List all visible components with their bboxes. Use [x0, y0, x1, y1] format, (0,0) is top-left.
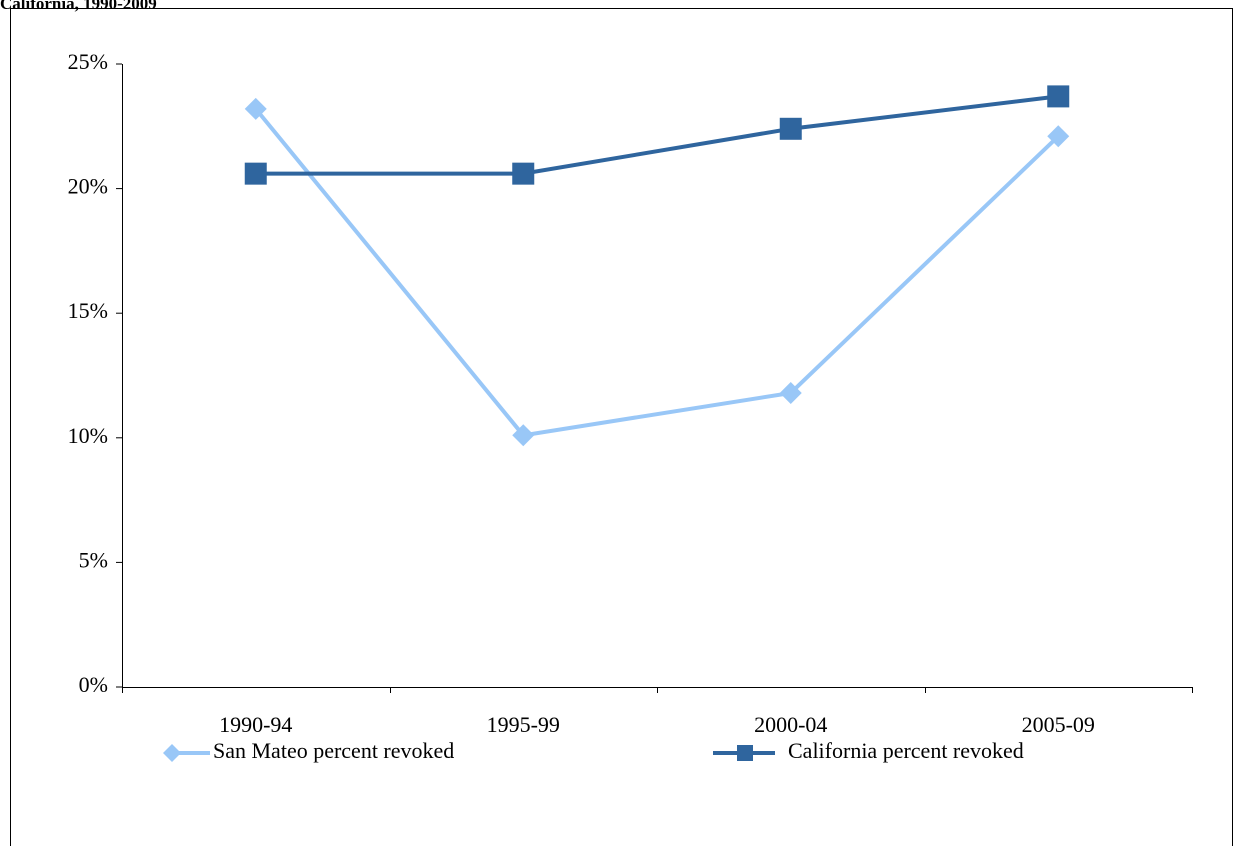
y-tick-label: 15% — [68, 298, 108, 323]
data-point — [244, 162, 267, 185]
legend-label: California percent revoked — [788, 738, 1024, 763]
y-tick-label: 25% — [68, 49, 108, 74]
legend-marker — [163, 744, 181, 762]
series-line — [254, 107, 1060, 438]
data-point — [779, 381, 802, 404]
chart-title: California, 1990-2009 — [0, 0, 157, 13]
data-point — [512, 424, 535, 447]
data-point — [1047, 85, 1070, 108]
y-tick-label: 0% — [79, 672, 108, 697]
y-tick-label: 10% — [68, 423, 108, 448]
data-point — [779, 117, 802, 140]
chart-frame — [10, 8, 1233, 846]
x-tick-label: 2005-09 — [1022, 712, 1095, 737]
x-tick-label: 1990-94 — [219, 712, 292, 737]
y-tick-label: 20% — [68, 174, 108, 199]
x-tick-label: 2000-04 — [754, 712, 827, 737]
legend-label: San Mateo percent revoked — [213, 738, 454, 763]
y-tick-label: 5% — [79, 547, 108, 572]
x-tick-label: 1995-99 — [487, 712, 560, 737]
data-point — [1047, 125, 1070, 148]
series-line — [255, 94, 1059, 176]
data-point — [512, 162, 535, 185]
legend-marker — [737, 745, 753, 761]
data-point — [244, 97, 267, 120]
